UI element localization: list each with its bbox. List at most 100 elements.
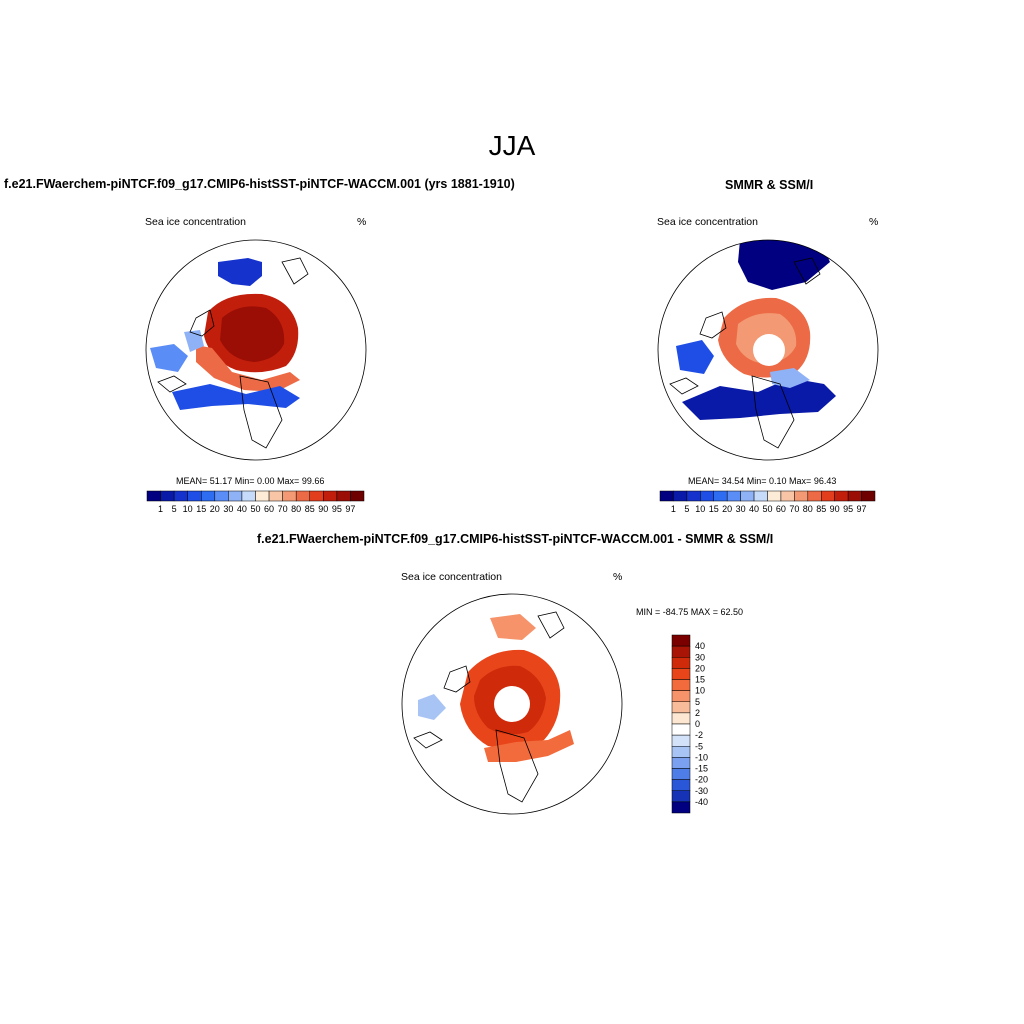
colorbar-3-swatch xyxy=(671,779,691,791)
colorbar-3-swatch xyxy=(671,634,691,647)
panel-3-land-1 xyxy=(413,611,565,803)
panel-3-diff-hudson xyxy=(418,694,446,720)
colorbar-2-tick-label: 95 xyxy=(843,504,853,514)
colorbar-2-swatch xyxy=(794,490,809,502)
colorbar-1-tick-label: 50 xyxy=(250,504,260,514)
colorbar-1-swatch xyxy=(295,490,310,502)
panel-3-pole-hole xyxy=(494,686,530,722)
colorbar-1-swatch xyxy=(241,490,256,502)
colorbar-3-swatch xyxy=(671,768,691,780)
colorbar-1-swatch xyxy=(187,490,202,502)
colorbar-3-swatch xyxy=(671,645,691,658)
colorbar-3-tick-label: 30 xyxy=(695,652,705,662)
colorbar-3-swatch xyxy=(671,746,691,758)
panel-2-title: SMMR & SSM/I xyxy=(725,178,814,192)
panel-1-ice-atlantic xyxy=(218,258,262,286)
panel-1-stats: MEAN= 51.17 Min= 0.00 Max= 99.66 xyxy=(176,476,325,486)
colorbar-2-tick-label: 90 xyxy=(830,504,840,514)
colorbar-2-swatch xyxy=(780,490,795,502)
colorbar-3-swatch xyxy=(671,712,691,725)
colorbar-1-swatch xyxy=(201,490,216,502)
colorbar-1-swatch xyxy=(214,490,229,502)
colorbar-1-swatch xyxy=(282,490,297,502)
colorbar-1-tick-label: 95 xyxy=(332,504,342,514)
colorbar-1-swatch xyxy=(146,490,161,502)
colorbar-3-swatch xyxy=(671,757,691,769)
colorbar-2-swatch xyxy=(807,490,822,502)
panel-3-stats: MIN = -84.75 MAX = 62.50 xyxy=(636,607,744,617)
colorbar-3-tick-label: -40 xyxy=(695,797,708,807)
panel-1-ice-baffin xyxy=(184,330,204,352)
colorbar-3-swatch xyxy=(671,657,691,669)
colorbar-2-tick-label: 30 xyxy=(736,504,746,514)
colorbar-2-tick-label: 1 xyxy=(671,504,676,514)
colorbar-2-swatch xyxy=(700,490,714,502)
main-title: JJA xyxy=(488,130,536,161)
colorbar-3-tick-label: -2 xyxy=(695,730,703,740)
panel-3-diff-atlantic xyxy=(490,614,536,640)
panel-1-land-1 xyxy=(157,257,309,449)
colorbar-1-swatch xyxy=(160,490,175,502)
panel-1-title: f.e21.FWaerchem-piNTCF.f09_g17.CMIP6-his… xyxy=(4,177,515,191)
colorbar-1-swatch xyxy=(309,490,324,502)
colorbar-1-tick-label: 90 xyxy=(318,504,328,514)
colorbar-3-tick-label: 2 xyxy=(695,708,700,718)
panel-1-ice-hudson xyxy=(150,344,188,372)
colorbar-3-tick-label: 20 xyxy=(695,663,705,673)
colorbar-1-tick-label: 10 xyxy=(183,504,193,514)
panel-3-units: % xyxy=(613,571,623,583)
colorbar-1-tick-label: 1 xyxy=(158,504,163,514)
colorbar-2-swatch xyxy=(673,490,688,502)
colorbar-2-swatch xyxy=(753,490,768,502)
colorbar-2-swatch xyxy=(713,490,728,502)
colorbar-2-swatch xyxy=(686,490,701,502)
panel-3-title: f.e21.FWaerchem-piNTCF.f09_g17.CMIP6-his… xyxy=(257,532,774,546)
colorbar-2-tick-label: 15 xyxy=(709,504,719,514)
colorbar-2-tick-label: 20 xyxy=(722,504,732,514)
panel-1-map-border xyxy=(145,239,367,461)
colorbar-3-swatch xyxy=(671,723,691,736)
colorbar-2-tick-label: 70 xyxy=(789,504,799,514)
colorbar-1-tick-label: 5 xyxy=(172,504,177,514)
colorbar-panel-2: 1 5 10 15 20 30 40 50 60 70 80 85 90 95 97 xyxy=(659,490,876,514)
colorbar-panel-1: 1 5 10 15 20 30 40 50 60 70 80 85 90 95 97 xyxy=(146,490,365,514)
colorbar-1-tick-label: 60 xyxy=(264,504,274,514)
panel-1-ice-pacific xyxy=(172,384,300,410)
colorbar-1-swatch xyxy=(323,490,338,502)
colorbar-3-tick-label: 15 xyxy=(695,675,705,685)
colorbar-2-swatch xyxy=(834,490,849,502)
panel-1-map xyxy=(150,257,309,449)
colorbar-2-swatch xyxy=(726,490,741,502)
colorbar-1-tick-label: 70 xyxy=(278,504,288,514)
colorbar-3-tick-label: -20 xyxy=(695,775,708,785)
colorbar-3-swatch xyxy=(671,790,691,803)
colorbar-1-tick-label: 97 xyxy=(345,504,355,514)
colorbar-2-tick-label: 60 xyxy=(776,504,786,514)
colorbar-1-swatch xyxy=(228,490,243,502)
colorbar-3-tick-label: 5 xyxy=(695,697,700,707)
colorbar-2-tick-label: 97 xyxy=(857,504,867,514)
panel-2-ice-pacific xyxy=(682,378,836,420)
colorbar-2-tick-label: 50 xyxy=(762,504,772,514)
colorbar-3-tick-label: 0 xyxy=(695,719,700,729)
colorbar-2-swatch xyxy=(659,490,674,502)
colorbar-3-swatch xyxy=(671,801,691,814)
panel-3-variable: Sea ice concentration xyxy=(401,571,502,583)
colorbar-3-tick-label: -5 xyxy=(695,741,703,751)
colorbar-3-tick-label: -15 xyxy=(695,764,708,774)
colorbar-3-swatch xyxy=(671,679,691,691)
panel-1-ice-fringe xyxy=(196,345,300,392)
colorbar-1-tick-label: 40 xyxy=(237,504,247,514)
panel-2-pole-hole xyxy=(753,334,785,366)
colorbar-3-swatch xyxy=(671,734,691,747)
colorbar-1-swatch xyxy=(255,490,270,502)
colorbar-3-tick-label: -10 xyxy=(695,752,708,762)
panel-2-land-1 xyxy=(669,257,821,449)
colorbar-2-swatch xyxy=(847,490,862,502)
colorbar-2-tick-label: 10 xyxy=(695,504,705,514)
colorbar-1-swatch xyxy=(336,490,351,502)
panel-2-units: % xyxy=(869,216,879,228)
panel-3-diff-pacific xyxy=(484,730,574,762)
colorbar-2-swatch xyxy=(821,490,835,502)
